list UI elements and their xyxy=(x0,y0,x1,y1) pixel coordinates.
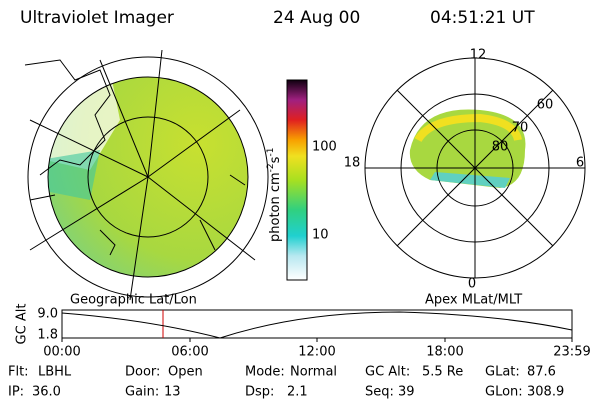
alt-ytick: 9.0 xyxy=(37,307,58,322)
mlt-label: 18 xyxy=(344,156,361,171)
field-value: 5.5 Re xyxy=(422,365,463,380)
field-value: 39 xyxy=(398,385,415,400)
field-label: GLat: xyxy=(485,365,520,380)
lat-label: 70 xyxy=(512,121,529,136)
polar-plot xyxy=(364,57,586,279)
field-label: Flt: xyxy=(8,365,29,380)
field-value: LBHL xyxy=(38,365,72,380)
alt-xtick: 12:00 xyxy=(298,345,335,360)
field-label: Seq: xyxy=(365,385,394,400)
right-caption: Apex MLat/MLT xyxy=(425,293,522,308)
title: Ultraviolet Imager xyxy=(20,8,174,28)
mlt-label: 12 xyxy=(470,48,487,63)
field-label: Dsp: xyxy=(245,385,274,400)
alt-ylabel: GC Alt xyxy=(15,304,30,345)
field-label: Mode: xyxy=(245,365,285,380)
field-value: Normal xyxy=(290,365,337,380)
field-label: Door: xyxy=(125,365,160,380)
field-label: IP: xyxy=(8,385,24,400)
colorbar-tick: 10 xyxy=(312,228,329,243)
alt-xtick: 06:00 xyxy=(171,345,208,360)
lat-label: 60 xyxy=(537,98,554,113)
field-value: Open xyxy=(168,365,203,380)
field-value: 2.1 xyxy=(287,385,308,400)
alt-ytick: 1.8 xyxy=(37,328,58,343)
alt-xtick: 18:00 xyxy=(426,345,463,360)
alt-xtick: 00:00 xyxy=(43,345,80,360)
left-caption: Geographic Lat/Lon xyxy=(70,293,197,308)
colorbar xyxy=(286,79,308,281)
field-label: GC Alt: xyxy=(365,365,410,380)
colorbar-label: photon cm-2s-1 xyxy=(266,148,283,242)
time: 04:51:21 UT xyxy=(430,8,535,28)
lat-label: 80 xyxy=(492,140,509,155)
field-value: 36.0 xyxy=(32,385,61,400)
field-label: Gain: xyxy=(125,385,159,400)
altitude-plot xyxy=(61,309,573,342)
field-label: GLon: xyxy=(485,385,523,400)
alt-xtick: 23:59 xyxy=(553,345,590,360)
geographic-map xyxy=(24,49,269,301)
field-value: 308.9 xyxy=(527,385,564,400)
mlt-label: 0 xyxy=(468,277,476,292)
field-value: 13 xyxy=(164,385,181,400)
field-value: 87.6 xyxy=(527,365,556,380)
colorbar-tick: 100 xyxy=(312,140,337,155)
mlt-label: 6 xyxy=(576,156,584,171)
date: 24 Aug 00 xyxy=(273,8,360,28)
